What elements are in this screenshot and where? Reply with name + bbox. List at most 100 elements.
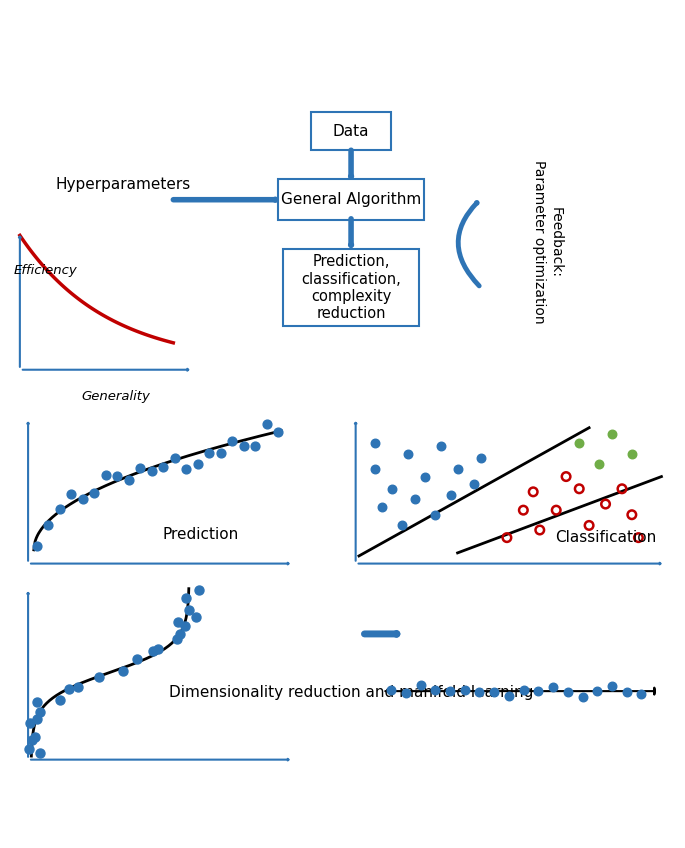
Point — [73, 680, 84, 694]
Point — [370, 462, 381, 476]
Point — [66, 488, 77, 501]
Point — [64, 682, 75, 695]
Point — [474, 684, 485, 698]
Point — [35, 706, 46, 719]
Point — [636, 687, 647, 700]
Point — [158, 460, 169, 474]
Point — [25, 716, 36, 729]
Point — [459, 683, 470, 697]
Point — [238, 439, 249, 453]
Text: Data: Data — [333, 124, 369, 138]
Point — [147, 464, 158, 477]
Point — [527, 485, 538, 499]
Point — [123, 473, 134, 487]
Point — [452, 462, 463, 476]
Point — [181, 591, 192, 605]
Text: Hyperparameters: Hyperparameters — [55, 177, 190, 192]
Point — [584, 519, 595, 533]
Point — [215, 446, 226, 460]
Point — [179, 619, 190, 633]
Point — [600, 497, 611, 510]
Text: Dimensionality reduction and manifold learning: Dimensionality reduction and manifold le… — [169, 685, 533, 700]
Point — [54, 694, 65, 707]
Point — [24, 742, 35, 756]
Point — [560, 470, 571, 483]
Point — [181, 462, 192, 476]
Point — [534, 523, 545, 537]
Text: Feedback:
Parameter optimization: Feedback: Parameter optimization — [532, 160, 562, 324]
Text: Prediction: Prediction — [162, 527, 239, 542]
Point — [574, 436, 585, 449]
Point — [32, 712, 42, 726]
Point — [551, 504, 562, 517]
Point — [147, 644, 158, 658]
Point — [445, 488, 456, 502]
FancyBboxPatch shape — [284, 249, 419, 326]
Point — [171, 633, 182, 646]
Point — [518, 683, 529, 696]
Point — [436, 439, 447, 453]
Point — [518, 504, 529, 517]
Point — [194, 583, 205, 597]
Point — [117, 665, 128, 678]
Point — [54, 502, 65, 516]
Point — [429, 683, 440, 697]
Point — [370, 436, 381, 449]
Point — [32, 695, 42, 708]
Point — [607, 427, 618, 441]
Text: Prediction,
classification,
complexity
reduction: Prediction, classification, complexity r… — [301, 254, 401, 321]
Point — [410, 493, 421, 506]
Point — [112, 469, 123, 483]
Point — [89, 487, 100, 500]
Point — [501, 531, 512, 544]
Point — [175, 628, 186, 641]
Point — [77, 493, 88, 506]
Point — [488, 685, 499, 699]
Point — [503, 689, 514, 702]
Point — [533, 684, 544, 698]
Point — [153, 642, 164, 656]
Point — [562, 685, 573, 699]
Point — [227, 434, 238, 448]
Point — [396, 519, 407, 533]
Point — [190, 610, 201, 623]
Text: Efficiency: Efficiency — [14, 264, 78, 277]
Point — [592, 684, 603, 698]
Point — [30, 730, 41, 744]
Point — [621, 685, 632, 699]
Point — [445, 684, 456, 698]
Point — [100, 469, 111, 483]
Point — [377, 500, 388, 514]
Point — [403, 447, 414, 460]
Point — [574, 482, 585, 495]
Point — [419, 470, 430, 483]
Text: General Algorithm: General Algorithm — [281, 192, 421, 207]
Point — [262, 417, 273, 431]
FancyBboxPatch shape — [311, 112, 391, 150]
Point — [192, 458, 203, 471]
Point — [204, 446, 215, 460]
Point — [429, 508, 440, 522]
Point — [400, 686, 411, 700]
Point — [172, 615, 183, 628]
Point — [183, 603, 194, 616]
Point — [386, 482, 397, 495]
FancyBboxPatch shape — [278, 180, 424, 220]
Point — [626, 508, 637, 522]
Point — [633, 531, 644, 544]
Point — [132, 652, 142, 666]
Point — [42, 518, 53, 532]
Point — [273, 426, 284, 439]
Point — [626, 447, 637, 460]
Point — [27, 733, 38, 746]
Point — [616, 482, 627, 495]
Text: Classification: Classification — [555, 530, 656, 545]
Point — [547, 681, 558, 695]
Point — [35, 746, 46, 760]
Point — [94, 671, 105, 684]
Point — [577, 690, 588, 704]
Point — [386, 683, 397, 697]
Text: Generality: Generality — [82, 389, 150, 403]
Point — [606, 679, 617, 693]
Point — [32, 539, 42, 553]
